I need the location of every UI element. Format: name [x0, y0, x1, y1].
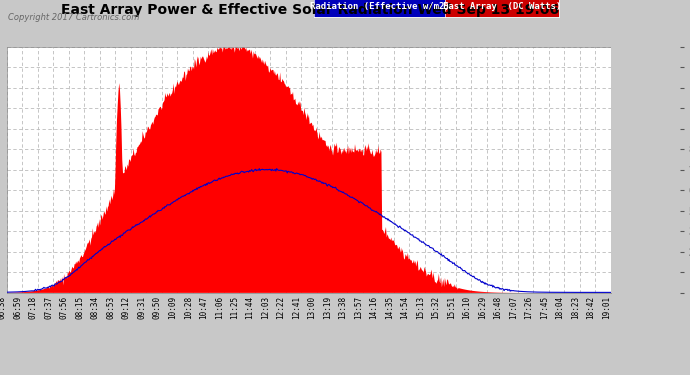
Text: 13:00: 13:00: [308, 296, 317, 320]
Text: 19:01: 19:01: [602, 296, 611, 320]
Text: 16:48: 16:48: [493, 296, 502, 320]
Text: 18:04: 18:04: [555, 296, 564, 320]
Text: 07:37: 07:37: [44, 296, 53, 320]
Text: 17:07: 17:07: [509, 296, 518, 320]
Text: 06:59: 06:59: [13, 296, 22, 320]
Text: 10:28: 10:28: [184, 296, 193, 320]
Text: 17:26: 17:26: [524, 296, 533, 320]
Text: East Array  (DC Watts): East Array (DC Watts): [443, 2, 561, 11]
Text: 09:12: 09:12: [121, 296, 130, 320]
Text: 13:38: 13:38: [339, 296, 348, 320]
Text: 10:09: 10:09: [168, 296, 177, 320]
Text: 11:25: 11:25: [230, 296, 239, 320]
Text: 14:54: 14:54: [400, 296, 409, 320]
Text: 12:03: 12:03: [261, 296, 270, 320]
Text: 16:10: 16:10: [462, 296, 471, 320]
Text: 18:23: 18:23: [571, 296, 580, 320]
Text: Copyright 2017 Cartronics.com: Copyright 2017 Cartronics.com: [8, 13, 139, 22]
Text: 16:29: 16:29: [477, 296, 487, 320]
Text: 13:19: 13:19: [323, 296, 332, 320]
Text: 09:31: 09:31: [137, 296, 146, 320]
Text: Radiation (Effective w/m2): Radiation (Effective w/m2): [310, 2, 449, 11]
Text: 07:18: 07:18: [29, 296, 38, 320]
Text: 12:22: 12:22: [277, 296, 286, 320]
Text: 08:34: 08:34: [91, 296, 100, 320]
Text: 15:32: 15:32: [431, 296, 440, 320]
Text: 13:57: 13:57: [354, 296, 363, 320]
Text: 14:35: 14:35: [385, 296, 394, 320]
Text: 15:13: 15:13: [416, 296, 425, 320]
Text: 15:51: 15:51: [447, 296, 456, 320]
Text: 12:41: 12:41: [292, 296, 301, 320]
Text: 08:15: 08:15: [75, 296, 84, 320]
Text: 06:38: 06:38: [0, 296, 7, 320]
Text: 09:50: 09:50: [152, 296, 161, 320]
Text: 10:47: 10:47: [199, 296, 208, 320]
Text: 14:16: 14:16: [369, 296, 378, 320]
Text: 08:53: 08:53: [106, 296, 115, 320]
Text: 11:44: 11:44: [246, 296, 255, 320]
Text: 11:06: 11:06: [215, 296, 224, 320]
Text: 17:45: 17:45: [540, 296, 549, 320]
Text: 18:42: 18:42: [586, 296, 595, 320]
Text: 07:56: 07:56: [60, 296, 69, 320]
Text: East Array Power & Effective Solar Radiation Wed Sep 13 19:06: East Array Power & Effective Solar Radia…: [61, 3, 560, 17]
